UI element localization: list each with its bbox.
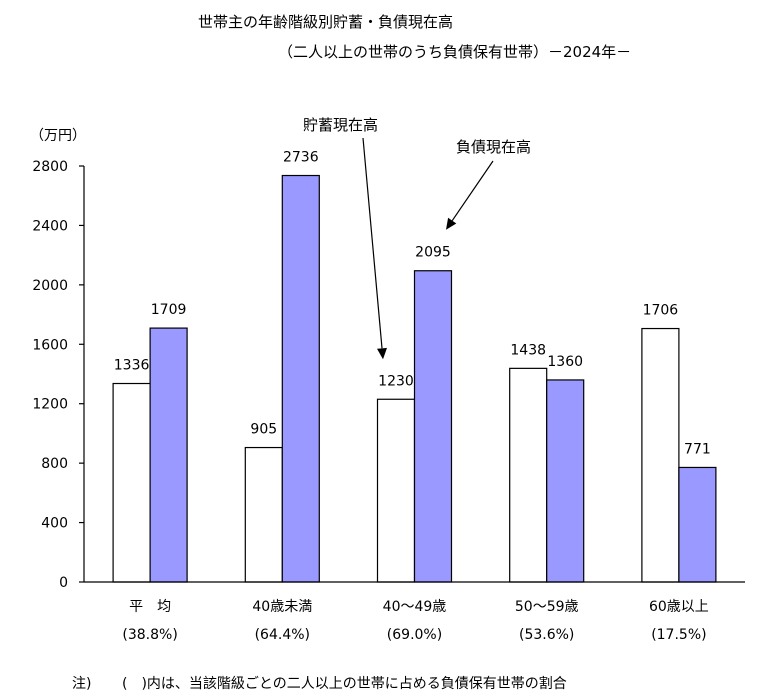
category-label-1: 40歳未満 — [252, 599, 312, 615]
y-axis-ticks: 0 400 800 1200 1600 2000 2400 2800 — [32, 159, 84, 591]
savings-value-label-2: 1230 — [378, 373, 414, 389]
annotation-savings-arrow — [362, 137, 383, 349]
category-label-4: 60歳以上 — [649, 599, 709, 615]
savings-value-label-1: 905 — [250, 422, 277, 438]
debt-bar-3 — [546, 379, 585, 583]
savings-value-label-0: 1336 — [114, 358, 150, 374]
debt-value-label-2: 2095 — [415, 245, 451, 261]
y-tick-label: 2400 — [32, 218, 68, 234]
category-note-0: (38.8%) — [122, 627, 177, 643]
category-note-4: (17.5%) — [651, 627, 706, 643]
y-tick-label: 2000 — [32, 278, 68, 294]
footnote-prefix: 注) — [72, 676, 91, 692]
y-tick-label: 2800 — [32, 159, 68, 175]
savings-bar-0 — [112, 382, 151, 583]
y-tick-label: 1600 — [32, 337, 68, 353]
bars-group — [112, 174, 717, 583]
annotation-debt-label: 負債現在高 — [456, 138, 531, 156]
annotation-savings-label: 貯蓄現在高 — [303, 116, 378, 134]
category-label-2: 40～49歳 — [383, 599, 447, 615]
savings-bar-4 — [641, 327, 680, 583]
annotation-savings-arrowhead — [377, 347, 387, 360]
debt-value-label-1: 2736 — [283, 150, 319, 166]
category-label-0: 平 均 — [129, 599, 171, 615]
debt-bar-4 — [678, 466, 717, 583]
savings-bar-2 — [376, 398, 416, 583]
y-tick-label: 0 — [59, 575, 68, 591]
annotation-debt-arrow — [451, 160, 494, 222]
debt-bar-1 — [281, 174, 320, 583]
debt-value-label-0: 1709 — [151, 302, 187, 318]
savings-value-label-3: 1438 — [510, 342, 546, 358]
savings-value-label-4: 1706 — [643, 303, 679, 319]
category-note-2: (69.0%) — [387, 627, 442, 643]
y-axis-unit-label: （万円） — [30, 128, 86, 144]
y-tick-label: 800 — [41, 456, 68, 472]
category-label-3: 50～59歳 — [515, 599, 579, 615]
annotation-debt-arrowhead — [446, 217, 457, 230]
debt-value-label-3: 1360 — [547, 354, 583, 370]
debt-value-label-4: 771 — [684, 441, 711, 457]
category-labels-group: 平 均 (38.8%) 40歳未満 (64.4%) 40～49歳 (69.0%) 50～59… — [122, 599, 708, 643]
chart-title: 世帯主の年齢階級別貯蓄・負債現在高 — [198, 13, 453, 31]
savings-bar-3 — [509, 367, 548, 583]
footnote-text: ( )内は、当該階級ごとの二人以上の世帯に占める負債保有世帯の割合 — [122, 675, 567, 692]
category-note-3: (53.6%) — [519, 627, 574, 643]
y-tick-label: 400 — [41, 516, 68, 532]
savings-bar-1 — [244, 446, 283, 583]
category-note-1: (64.4%) — [255, 627, 310, 643]
chart-subtitle: （二人以上の世帯のうち負債保有世帯）－2024年－ — [278, 43, 631, 61]
y-tick-label: 1200 — [32, 397, 68, 413]
debt-bar-2 — [413, 270, 453, 583]
debt-bar-0 — [149, 327, 188, 583]
